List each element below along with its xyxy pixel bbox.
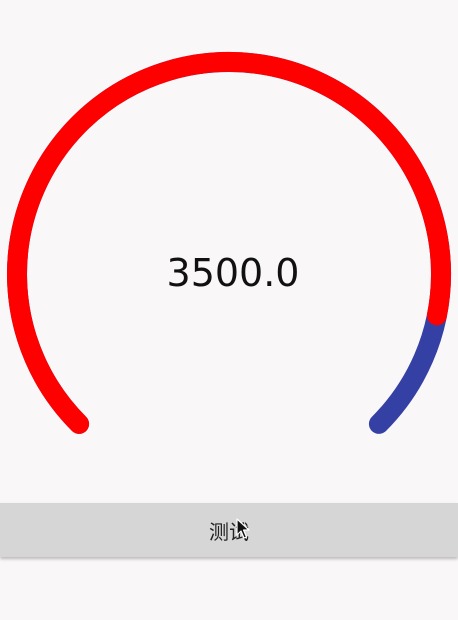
gauge-value-text: 3500.0 (166, 251, 300, 295)
speed-gauge (7, 52, 451, 434)
test-button-label: 测试 (209, 519, 249, 544)
test-button[interactable]: 测试 (0, 503, 458, 557)
gauge-progress-arc (7, 52, 451, 434)
